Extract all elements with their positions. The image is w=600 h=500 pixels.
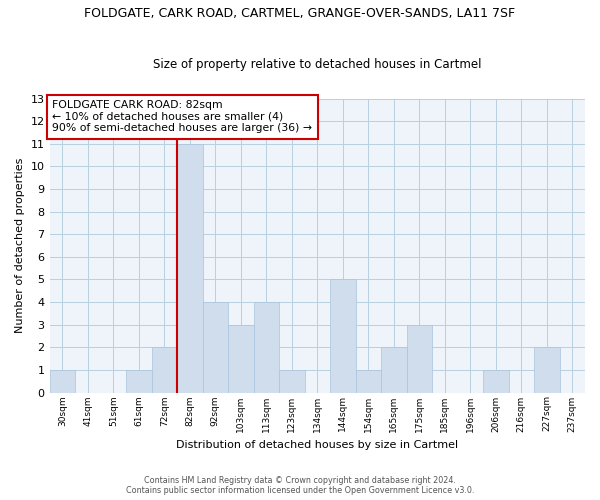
Bar — [126, 370, 152, 392]
Bar — [152, 348, 177, 393]
Bar — [356, 370, 381, 392]
Bar — [203, 302, 228, 392]
Y-axis label: Number of detached properties: Number of detached properties — [15, 158, 25, 333]
Bar — [50, 370, 75, 392]
Text: FOLDGATE CARK ROAD: 82sqm
← 10% of detached houses are smaller (4)
90% of semi-d: FOLDGATE CARK ROAD: 82sqm ← 10% of detac… — [52, 100, 312, 133]
Text: Contains HM Land Registry data © Crown copyright and database right 2024.
Contai: Contains HM Land Registry data © Crown c… — [126, 476, 474, 495]
Bar — [254, 302, 279, 392]
Bar — [483, 370, 509, 392]
X-axis label: Distribution of detached houses by size in Cartmel: Distribution of detached houses by size … — [176, 440, 458, 450]
Bar — [330, 280, 356, 392]
Bar — [177, 144, 203, 392]
Bar — [228, 324, 254, 392]
Title: Size of property relative to detached houses in Cartmel: Size of property relative to detached ho… — [153, 58, 482, 71]
Text: FOLDGATE, CARK ROAD, CARTMEL, GRANGE-OVER-SANDS, LA11 7SF: FOLDGATE, CARK ROAD, CARTMEL, GRANGE-OVE… — [85, 8, 515, 20]
Bar — [279, 370, 305, 392]
Bar — [534, 348, 560, 393]
Bar — [407, 324, 432, 392]
Bar — [381, 348, 407, 393]
